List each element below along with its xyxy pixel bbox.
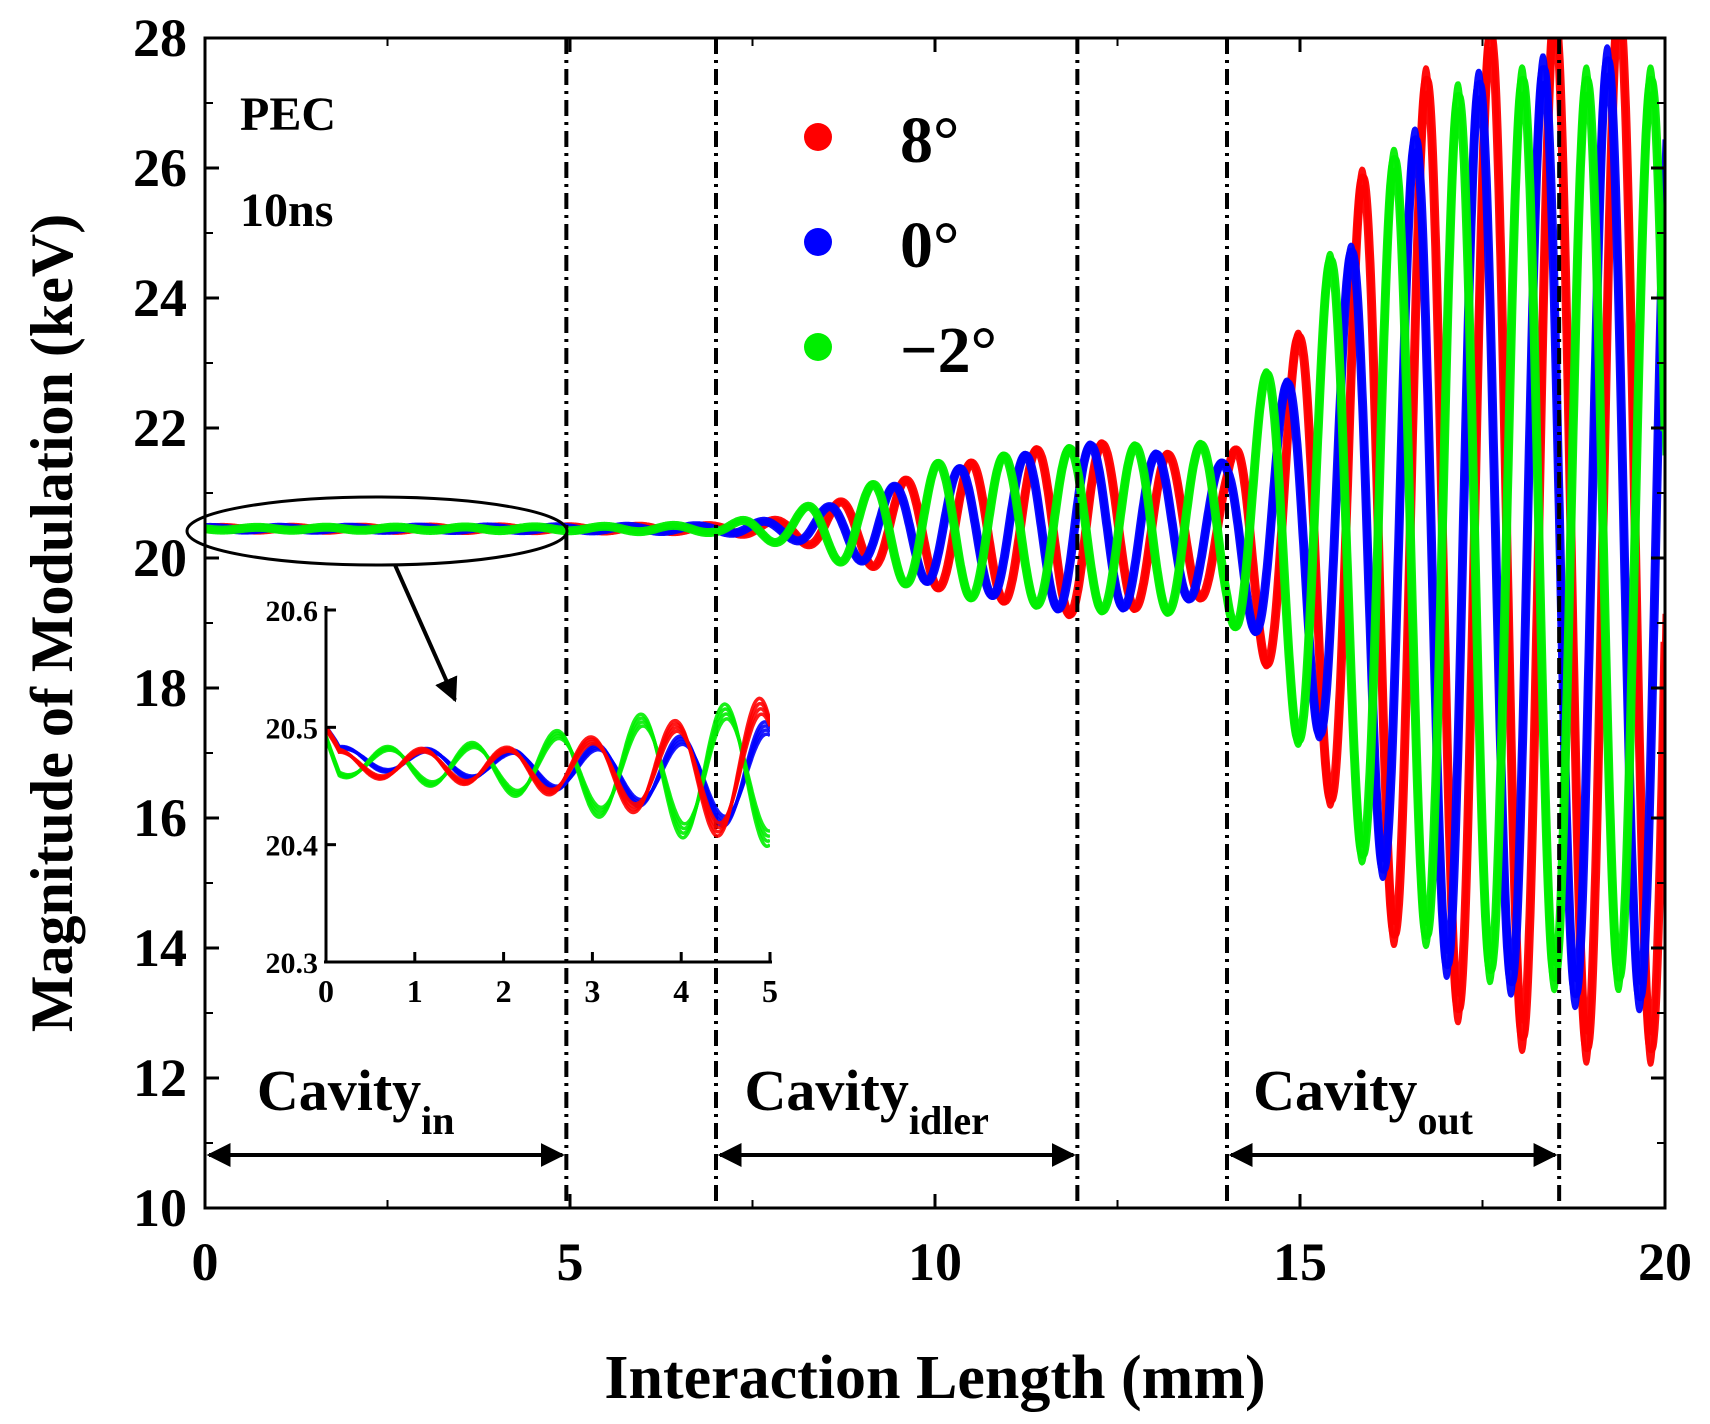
inset-y-tick-label: 20.5 — [266, 712, 319, 745]
region-subscript: out — [1417, 1098, 1473, 1143]
y-tick-label: 28 — [133, 8, 187, 68]
region-subscript: in — [421, 1098, 454, 1143]
annotation-time: 10ns — [240, 184, 333, 237]
y-tick-label: 10 — [133, 1178, 187, 1238]
legend-marker-2 — [804, 228, 832, 256]
annotation-material: PEC — [240, 88, 336, 141]
inset-x-tick-label: 4 — [673, 973, 689, 1009]
y-tick-label: 24 — [133, 268, 187, 328]
region-label-1: Cavityin — [257, 1058, 455, 1143]
zoom-arrow — [393, 564, 458, 703]
inset-x-tick-label: 0 — [318, 973, 334, 1009]
inset-y-tick-label: 20.4 — [266, 830, 319, 863]
x-tick-label: 10 — [908, 1232, 962, 1292]
inset-series-layer — [326, 696, 770, 848]
inset-y-tick-label: 20.3 — [266, 947, 319, 980]
x-tick-label: 5 — [557, 1232, 584, 1292]
y-tick-label: 18 — [133, 658, 187, 718]
legend-marker-3 — [804, 333, 832, 361]
inset-series-line-1 — [326, 696, 770, 838]
inset-y-tick-label: 20.6 — [266, 595, 319, 628]
y-tick-label: 22 — [133, 398, 187, 458]
region-label-3: Cavityout — [1253, 1058, 1474, 1143]
legend: 8° 0° −2° — [804, 104, 997, 387]
series-line-3 — [205, 64, 1665, 994]
legend-label-3: −2° — [900, 314, 997, 387]
inset-axis-ticks: 0 1 2 3 4 5 20.3 20.4 20.5 20.6 — [266, 595, 779, 1009]
x-tick-label: 20 — [1638, 1232, 1692, 1292]
cavity-regions: Cavityin Cavityidler Cavityout — [206, 1058, 1558, 1167]
y-tick-label: 16 — [133, 788, 187, 848]
inset-x-tick-label: 1 — [407, 973, 423, 1009]
x-tick-label: 15 — [1273, 1232, 1327, 1292]
region-label-2: Cavityidler — [745, 1058, 989, 1143]
inset-x-tick-label: 3 — [584, 973, 600, 1009]
y-tick-label: 14 — [133, 918, 187, 978]
legend-label-1: 8° — [900, 104, 959, 177]
region-subscript: idler — [909, 1098, 989, 1143]
cavity-boundary-lines — [564, 38, 1562, 1208]
y-axis-title: Magnitude of Modulation (keV) — [19, 214, 85, 1032]
y-tick-label: 12 — [133, 1048, 187, 1108]
zoom-ellipse — [185, 495, 569, 567]
legend-label-2: 0° — [900, 209, 959, 282]
inset-plot: 0 1 2 3 4 5 20.3 20.4 20.5 20.6 — [266, 595, 779, 1009]
inset-series-line-3 — [326, 702, 770, 848]
region-name: Cavity — [257, 1058, 421, 1123]
inset-x-tick-label: 5 — [762, 973, 778, 1009]
y-tick-label: 20 — [133, 528, 187, 588]
series-layer — [205, 38, 1665, 1067]
legend-marker-1 — [804, 123, 832, 151]
inset-x-tick-label: 2 — [496, 973, 512, 1009]
y-tick-label: 26 — [133, 138, 187, 198]
x-axis-title: Interaction Length (mm) — [604, 1344, 1265, 1412]
region-name: Cavity — [1253, 1058, 1417, 1123]
region-name: Cavity — [745, 1058, 909, 1123]
x-tick-label: 0 — [192, 1232, 219, 1292]
